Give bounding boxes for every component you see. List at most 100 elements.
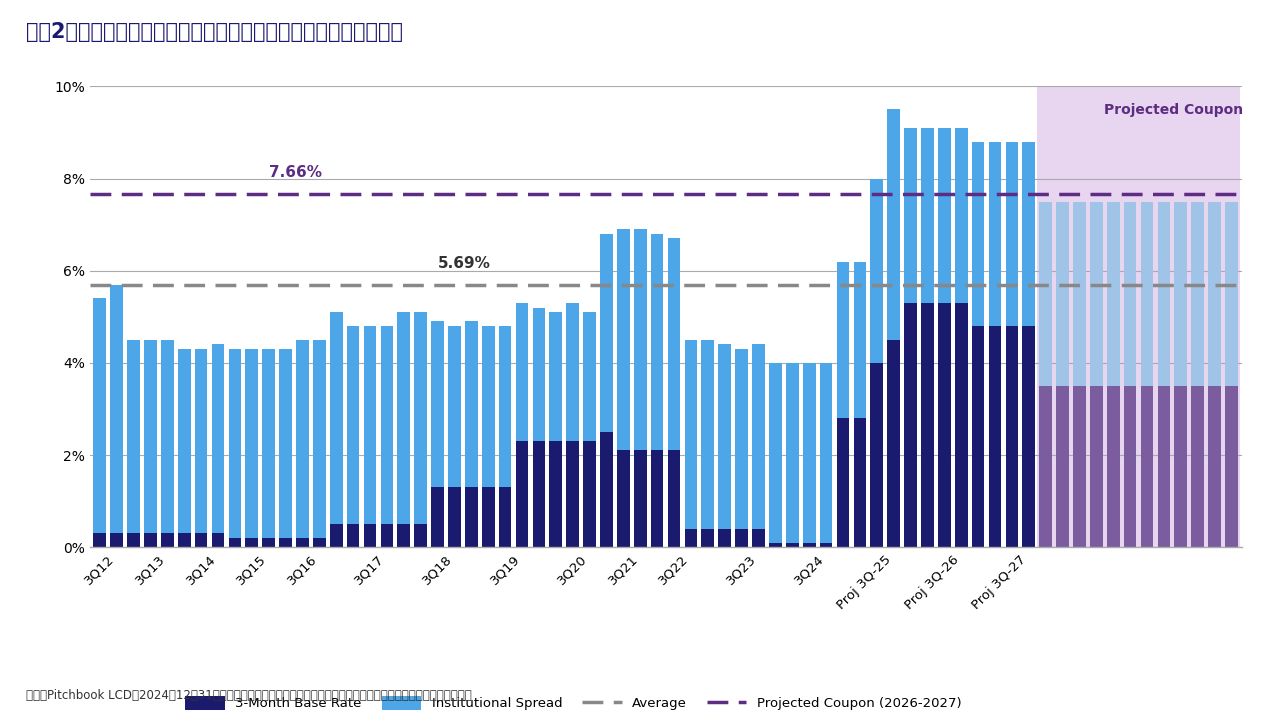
Bar (819, 363, 832, 543)
Bar (347, 524, 360, 547)
Bar (516, 303, 529, 441)
Bar (584, 441, 596, 547)
Bar (1140, 386, 1153, 547)
Bar (1006, 326, 1018, 547)
Bar (769, 543, 782, 547)
Bar (549, 312, 562, 441)
Legend: 3-Month Base Rate, Institutional Spread, Average, Projected Coupon (2026-2027): 3-Month Base Rate, Institutional Spread,… (180, 691, 966, 716)
Bar (1208, 386, 1221, 547)
Bar (1157, 202, 1170, 386)
Bar (246, 538, 259, 547)
Bar (887, 109, 900, 340)
Bar (364, 326, 376, 524)
Bar (279, 538, 292, 547)
Bar (314, 340, 325, 538)
Text: 出所：Pitchbook LCD。2024年12月31日現在。過去のパフォーマンスは将来の運用成果を保証するものではありません。: 出所：Pitchbook LCD。2024年12月31日現在。過去のパフォーマン… (26, 689, 471, 702)
Bar (972, 326, 984, 547)
Bar (145, 534, 156, 547)
Bar (955, 128, 968, 303)
Bar (584, 312, 596, 441)
Bar (211, 534, 224, 547)
Bar (499, 487, 512, 547)
Bar (161, 340, 174, 534)
Bar (330, 524, 343, 547)
Bar (161, 534, 174, 547)
Bar (870, 363, 883, 547)
Bar (178, 349, 191, 534)
Bar (229, 538, 241, 547)
Bar (448, 326, 461, 487)
Bar (634, 229, 646, 451)
Bar (279, 349, 292, 538)
Bar (786, 543, 799, 547)
Bar (262, 538, 275, 547)
Bar (465, 487, 477, 547)
Bar (211, 344, 224, 534)
Bar (972, 142, 984, 326)
Bar (887, 340, 900, 547)
Bar (549, 441, 562, 547)
Bar (803, 363, 815, 543)
Bar (1124, 202, 1137, 386)
Bar (195, 534, 207, 547)
Bar (481, 326, 494, 487)
Bar (296, 538, 308, 547)
Bar (380, 524, 393, 547)
Bar (1006, 142, 1018, 326)
Bar (296, 340, 308, 538)
Bar (516, 441, 529, 547)
Bar (1175, 386, 1187, 547)
Text: 5.69%: 5.69% (438, 256, 490, 271)
Bar (1157, 386, 1170, 547)
Bar (499, 326, 512, 487)
Bar (854, 261, 867, 418)
Bar (532, 441, 545, 547)
Bar (1091, 386, 1102, 547)
Bar (314, 538, 325, 547)
Bar (415, 312, 428, 524)
Bar (837, 418, 850, 547)
Bar (600, 234, 613, 432)
Bar (465, 321, 477, 487)
Bar (753, 528, 765, 547)
Bar (1056, 202, 1069, 386)
Bar (481, 487, 494, 547)
Bar (870, 179, 883, 363)
Bar (701, 340, 714, 528)
Bar (1192, 202, 1204, 386)
Bar (1225, 202, 1238, 386)
Bar (1039, 202, 1052, 386)
Bar (988, 326, 1001, 547)
Bar (330, 312, 343, 524)
Bar (600, 432, 613, 547)
Bar (1023, 326, 1036, 547)
Bar (566, 303, 579, 441)
Bar (650, 451, 663, 547)
Bar (753, 344, 765, 528)
Bar (668, 238, 681, 451)
Bar (1107, 386, 1120, 547)
Bar (229, 349, 241, 538)
Bar (1107, 202, 1120, 386)
Text: 図表2：今後の利下げを踏まえてもローンのインカム水準は魅力的: 図表2：今後の利下げを踏まえてもローンのインカム水準は魅力的 (26, 22, 403, 42)
Bar (380, 326, 393, 524)
Bar (145, 340, 156, 534)
Bar (532, 307, 545, 441)
Bar (246, 349, 259, 538)
Bar (566, 441, 579, 547)
Bar (93, 298, 106, 534)
Bar (431, 487, 444, 547)
Bar (1225, 386, 1238, 547)
Bar (701, 528, 714, 547)
Bar (364, 524, 376, 547)
Bar (837, 261, 850, 418)
Bar (819, 543, 832, 547)
Bar (735, 528, 748, 547)
Bar (803, 543, 815, 547)
Bar (415, 524, 428, 547)
Bar (617, 229, 630, 451)
Bar (718, 528, 731, 547)
Bar (735, 349, 748, 528)
Bar (1140, 202, 1153, 386)
Bar (668, 451, 681, 547)
